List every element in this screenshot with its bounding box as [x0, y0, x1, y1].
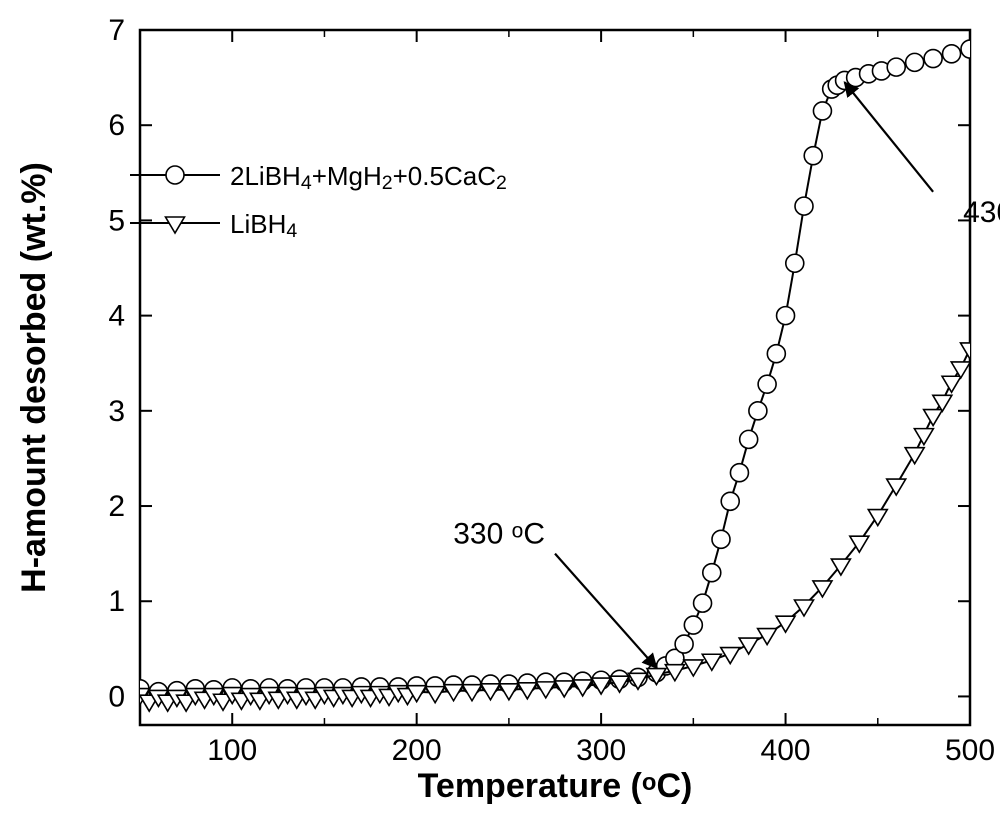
annotation-label: 330 oC: [453, 518, 545, 551]
y-tick-label: 3: [108, 395, 125, 428]
legend-label: LiBH4: [230, 209, 297, 242]
y-tick-label: 4: [108, 300, 125, 333]
y-tick-label: 1: [108, 585, 125, 618]
y-axis-title: H-amount desorbed (wt.%): [15, 162, 53, 593]
y-tick-label: 7: [108, 14, 125, 47]
x-tick-label: 300: [576, 734, 626, 767]
axes-frame: [140, 30, 970, 725]
series-composite: [131, 40, 979, 701]
y-tick-label: 2: [108, 490, 125, 523]
y-tick-label: 6: [108, 109, 125, 142]
x-axis-title: Temperature (oC): [418, 767, 693, 805]
annotation-arrow: [555, 554, 656, 668]
legend-marker-triangle: [166, 217, 185, 233]
x-tick-label: 100: [207, 734, 257, 767]
legend-label: 2LiBH4+MgH2+0.5CaC2: [230, 161, 507, 194]
y-tick-label: 5: [108, 204, 125, 237]
x-tick-label: 200: [392, 734, 442, 767]
legend: 2LiBH4+MgH2+0.5CaC2 LiBH4: [130, 161, 507, 242]
chart-root: { "chart": { "type": "line-scatter", "xl…: [0, 0, 1000, 815]
annotation-arrow: [845, 82, 934, 191]
chart-svg: 100 200 300 400 500 0 1 2 3 4 5 6 7 Temperature (oC) H…: [0, 0, 1000, 815]
annotation-label: 430 oC: [963, 196, 1000, 229]
x-tick-label: 400: [761, 734, 811, 767]
x-tick-label: 500: [945, 734, 995, 767]
legend-marker-circle: [166, 166, 184, 184]
series-LiBH4: [131, 343, 980, 711]
y-tick-label: 0: [108, 680, 125, 713]
